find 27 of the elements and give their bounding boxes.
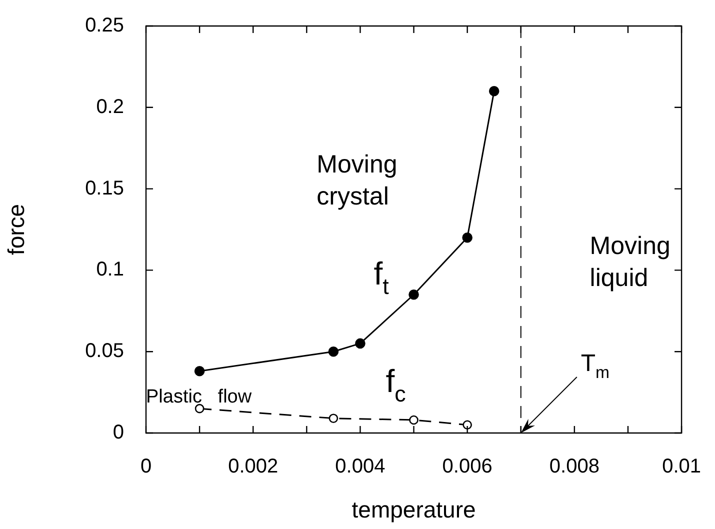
y-tick-label: 0.25 (85, 14, 124, 37)
x-tick-label: 0.01 (662, 456, 702, 478)
annotation: Moving liquid (590, 232, 670, 292)
point (488, 86, 500, 96)
x-tick-label: 0.008 (549, 456, 600, 478)
x-axis-title: temperature (352, 496, 476, 523)
y-axis-title: force (3, 204, 30, 256)
y-tick-label: 0.2 (96, 96, 124, 118)
point (409, 415, 418, 425)
annotation: Moving crystal (316, 150, 398, 211)
y-tick-label: 0.1 (96, 258, 124, 281)
annotation: Plastic flow (146, 386, 252, 408)
point (194, 404, 204, 414)
y-tick-label: 0.05 (85, 340, 124, 362)
y-tick-label: 0 (112, 422, 124, 444)
x-tick-label: 0 (140, 456, 152, 478)
point (355, 338, 366, 349)
point (328, 346, 339, 357)
x-tick-label: 0.006 (442, 456, 492, 478)
point (462, 420, 472, 430)
x-tick-label: 0.004 (335, 456, 386, 478)
x-tick-label: 0.002 (228, 456, 278, 478)
point (328, 414, 338, 423)
point (462, 232, 472, 243)
point (408, 289, 419, 300)
y-tick-label: 0.15 (85, 177, 124, 200)
point (194, 366, 205, 376)
